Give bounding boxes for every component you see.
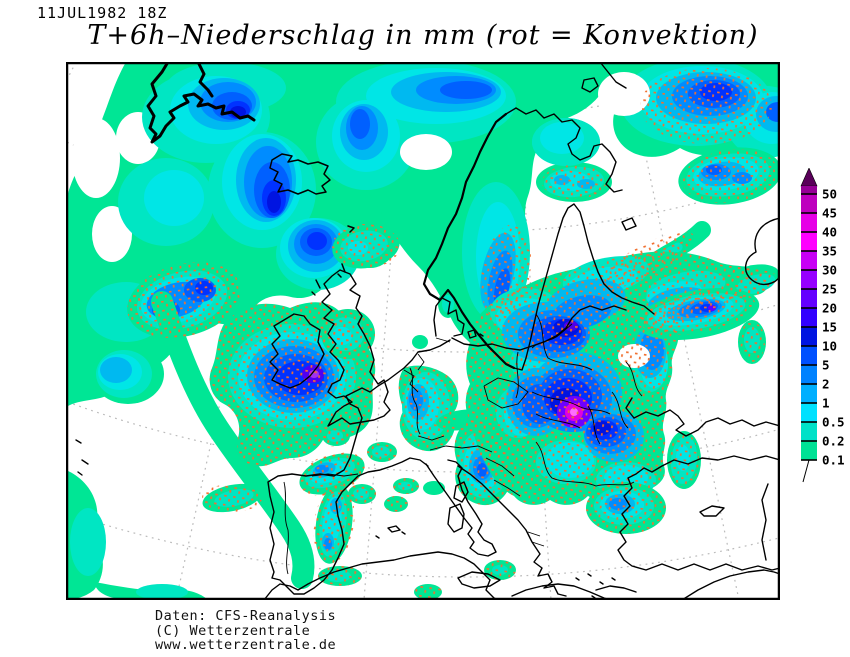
scale-segment: [801, 327, 817, 346]
scale-tick-label: 35: [822, 244, 837, 259]
kola-whitesea-coast: [505, 107, 623, 193]
scale-segment: [801, 270, 817, 289]
scale-segment: [801, 251, 817, 270]
scale-tail: [802, 459, 810, 483]
scale-tick-label: 2: [822, 377, 830, 392]
attribution-line: Daten: CFS-Reanalysis: [155, 608, 337, 624]
cyprus-coast: [699, 505, 725, 517]
attribution-line: (C) Wetterzentrale: [155, 622, 311, 639]
weather-map: [66, 62, 780, 600]
scale-segment: [801, 308, 817, 327]
russia-lakes: [745, 217, 780, 286]
coastlines: [75, 62, 780, 600]
scale-tick-label: 10: [822, 339, 837, 354]
turkey-coast: [617, 455, 780, 571]
scale-segment: [801, 289, 817, 308]
greenland-coast: [146, 62, 256, 144]
map-canvas: [66, 62, 780, 600]
aegean-islands: [575, 573, 637, 599]
scale-segment: [801, 422, 817, 441]
scale-tick-label: 0.1: [822, 453, 845, 468]
scale-segment: [801, 213, 817, 232]
levant-coast: [761, 483, 769, 561]
scale-tick-label: 0.2: [822, 434, 845, 449]
norway-coast: [422, 112, 516, 370]
hebrides: [311, 279, 321, 296]
ireland-coast: [269, 313, 325, 389]
scale-segment: [801, 441, 817, 460]
scale-segment: [801, 384, 817, 403]
africa-coast: [263, 551, 780, 600]
scale-tick-label: 20: [822, 301, 837, 316]
danube-delta: [625, 397, 635, 419]
balearics: [375, 525, 406, 539]
adriatic-greece-coast: [457, 465, 567, 597]
attribution: Daten: CFS-Reanalysis (C) Wetterzentrale…: [155, 609, 336, 653]
precipitation-legend: 50 45 40 35 30 25 20 15 10 5 2 1 0.5 0.2 0.1: [792, 167, 848, 494]
britain-coast: [321, 269, 391, 427]
corsica-coast: [453, 481, 469, 503]
scale-tick-label: 45: [822, 206, 837, 221]
lake-ladoga: [621, 217, 637, 231]
scale-tick-label: 50: [822, 187, 837, 202]
baltic-south-coast: [451, 305, 627, 351]
scale-segment: [801, 365, 817, 384]
scale-tick-label: 5: [822, 358, 830, 373]
scale-tick-label: 1: [822, 396, 830, 411]
faroe-shetland: [337, 225, 355, 278]
sweden-finland-coast: [513, 203, 655, 371]
scale-segment: [801, 346, 817, 365]
attribution-line: www.wetterzentrale.de: [155, 637, 337, 653]
iceland-coast: [269, 153, 331, 195]
scale-segment: [801, 403, 817, 422]
scale-segment: [801, 194, 817, 213]
italy-coast: [425, 459, 497, 557]
country-borders: [283, 313, 643, 575]
scale-segment: [801, 232, 817, 251]
run-datetime: 11JUL1982 18Z: [37, 4, 168, 22]
sardinia-coast: [447, 503, 465, 533]
black-sea-north-coast: [633, 409, 780, 437]
scale-tick-label: 25: [822, 282, 837, 297]
scale-tick-label: 40: [822, 225, 837, 240]
denmark-coast: [433, 297, 484, 339]
west-europe-coast: [267, 339, 451, 595]
legend-colorbar: 50 45 40 35 30 25 20 15 10 5 2 1 0.5 0.2 0.1: [800, 167, 845, 483]
scale-arrow: [800, 167, 818, 187]
scale-tick-label: 15: [822, 320, 837, 335]
scale-segment: [801, 186, 817, 194]
sicily-coast: [457, 571, 501, 589]
scale-tick-label: 0.5: [822, 415, 845, 430]
page-title: T+6h–Niederschlag in mm (rot = Konvektio…: [87, 20, 759, 51]
azores: [75, 439, 89, 476]
arctic-islands: [581, 62, 627, 93]
scale-tick-label: 30: [822, 263, 837, 278]
map-border: [66, 62, 780, 600]
